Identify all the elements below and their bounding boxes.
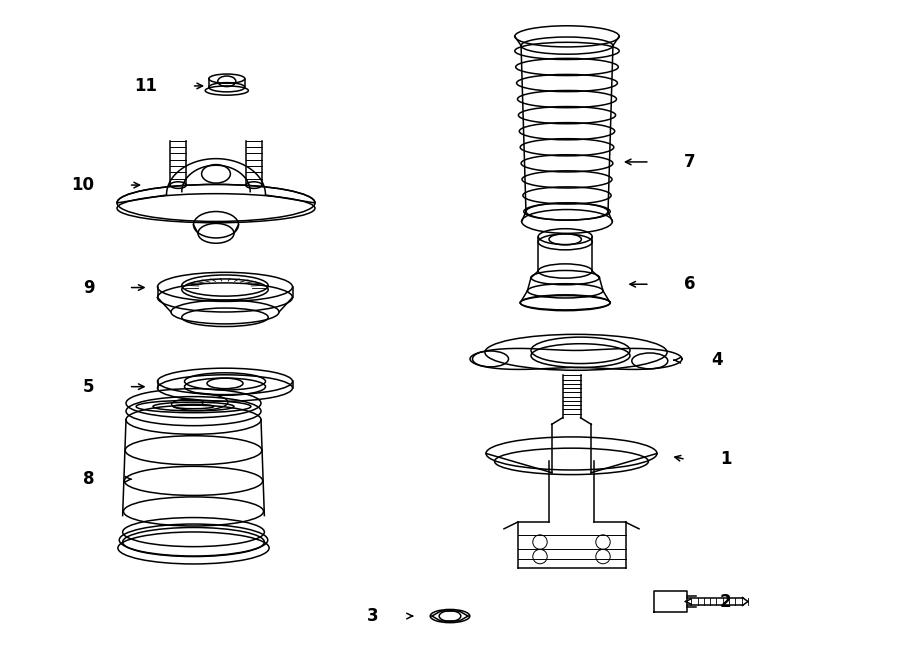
Text: 10: 10 — [71, 176, 94, 194]
Text: 8: 8 — [83, 470, 94, 488]
Text: 2: 2 — [720, 592, 732, 611]
Text: 9: 9 — [83, 278, 94, 297]
Text: 7: 7 — [684, 153, 696, 171]
Text: 4: 4 — [711, 351, 723, 369]
Text: 6: 6 — [684, 275, 696, 293]
Text: 1: 1 — [720, 450, 732, 469]
Text: 11: 11 — [134, 77, 158, 95]
Text: 5: 5 — [83, 377, 94, 396]
Text: 3: 3 — [366, 607, 378, 625]
